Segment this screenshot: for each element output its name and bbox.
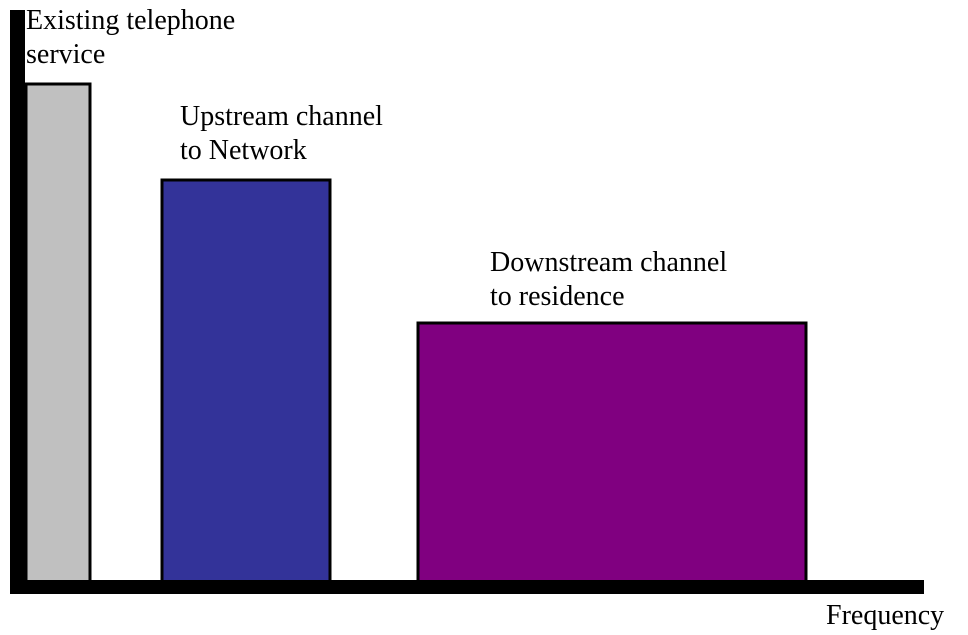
downstream-label-line2: to residence (490, 281, 625, 312)
frequency-axis (10, 580, 924, 594)
telephone-service-label: Existing telephone service (26, 4, 235, 72)
telephone-service-band (24, 82, 92, 585)
upstream-channel-band (160, 178, 332, 585)
downstream-channel-band (416, 321, 808, 585)
downstream-label-line1: Downstream channel (490, 247, 728, 278)
vertical-axis (10, 10, 25, 594)
frequency-axis-label: Frequency (826, 600, 945, 631)
upstream-label-line1: Upstream channel (180, 101, 383, 132)
telephone-label-line2: service (26, 39, 106, 70)
upstream-channel-label: Upstream channel to Network (180, 100, 383, 168)
upstream-label-line2: to Network (180, 135, 307, 166)
telephone-label-line1: Existing telephone (26, 5, 236, 36)
downstream-channel-label: Downstream channel to residence (490, 246, 727, 314)
